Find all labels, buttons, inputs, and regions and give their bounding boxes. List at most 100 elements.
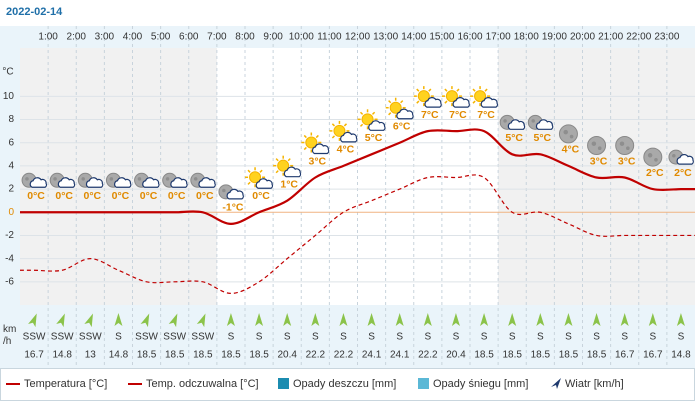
weather-icon — [587, 136, 607, 155]
weather-icon — [385, 97, 414, 120]
y-tick-label: 6 — [8, 137, 14, 148]
y-tick-label: 0 — [8, 207, 14, 218]
wind-direction: S — [368, 332, 375, 343]
wind-direction: SSW — [51, 332, 74, 343]
hour-label: 12:00 — [345, 32, 370, 43]
wind-speed: 18.5 — [137, 350, 157, 361]
weather-icon — [357, 109, 386, 131]
legend-box — [0, 368, 695, 401]
temp-label: 0°C — [196, 190, 214, 202]
cloud — [85, 177, 104, 188]
moon-spot — [137, 177, 142, 181]
cloud — [311, 143, 330, 155]
hour-label: 2:00 — [67, 32, 87, 43]
wind-direction: S — [565, 332, 572, 343]
wind-arrow — [564, 313, 573, 326]
sun-ray — [331, 123, 336, 127]
sun-ray — [400, 100, 404, 104]
temp-label: 0°C — [84, 190, 102, 202]
wind-direction: SSW — [163, 332, 186, 343]
sun — [305, 136, 318, 149]
hour-label: 18:00 — [514, 32, 539, 43]
hour-label: 3:00 — [95, 32, 115, 43]
wind-speed: 22.2 — [418, 350, 438, 361]
hour-label: 14:00 — [401, 32, 426, 43]
temp-label: 2°C — [646, 167, 664, 179]
moon-spot — [619, 141, 625, 146]
y-unit: °C — [2, 67, 13, 78]
cloud — [226, 188, 244, 200]
weather-icon — [470, 86, 499, 108]
legend-swatch — [418, 378, 429, 389]
weather-icon — [643, 147, 663, 167]
cloud — [57, 177, 76, 188]
weather-icon — [558, 124, 578, 144]
wind-arrow — [283, 313, 292, 326]
temp-label: 0°C — [140, 190, 158, 202]
wind-speed: 22.2 — [306, 350, 326, 361]
sun-ray — [275, 158, 279, 162]
wind-direction: S — [678, 332, 685, 343]
sun-ray — [484, 88, 488, 92]
hour-label: 13:00 — [373, 32, 398, 43]
wind-direction: S — [424, 332, 431, 343]
temp-label: 0°C — [112, 190, 130, 202]
cloud — [676, 154, 694, 165]
weather-icon — [499, 114, 526, 130]
sun-ray — [259, 169, 263, 173]
wind-direction: SSW — [191, 332, 214, 343]
hour-label: 19:00 — [542, 32, 567, 43]
weather-icon — [49, 172, 76, 188]
weather-icon — [105, 172, 132, 188]
wind-arrow — [508, 313, 517, 326]
legend-swatch — [278, 378, 289, 389]
wind-speed: 18.5 — [221, 350, 241, 361]
moon-spot — [647, 153, 653, 158]
temp-label: 0°C — [27, 190, 45, 202]
wind-direction: S — [256, 332, 263, 343]
wind-arrow — [451, 313, 460, 326]
y-tick-label: 8 — [8, 114, 14, 125]
weather-icon — [245, 167, 274, 189]
sun — [474, 90, 487, 103]
cloud — [340, 131, 358, 143]
y-tick-label: -4 — [5, 253, 14, 264]
legend-arrow — [551, 378, 561, 389]
moon-spot — [569, 134, 574, 139]
sun-ray — [371, 111, 376, 115]
sun-ray — [416, 88, 420, 92]
series-line — [20, 128, 695, 225]
cloud — [255, 178, 274, 189]
sun-ray — [472, 88, 476, 92]
moon-spot — [672, 153, 676, 158]
temp-label: 1°C — [280, 178, 298, 190]
wind-arrow — [114, 313, 123, 326]
wind-direction: S — [312, 332, 319, 343]
sun-ray — [359, 111, 364, 115]
series-line — [19, 174, 695, 295]
wind-direction: S — [340, 332, 347, 343]
temp-label: 7°C — [477, 109, 495, 121]
wind-arrow — [226, 313, 235, 326]
wind-arrow — [620, 313, 629, 326]
sun-ray — [472, 100, 476, 104]
hour-label: 22:00 — [626, 32, 651, 43]
hour-label: 6:00 — [179, 32, 199, 43]
cloud — [170, 177, 188, 188]
wind-speed: 18.5 — [249, 350, 269, 361]
wind-arrow — [140, 313, 150, 328]
wind-arrow — [676, 313, 685, 326]
wind-speed: 14.8 — [109, 350, 129, 361]
sun — [361, 113, 374, 126]
weather-icon — [190, 172, 216, 188]
sun-ray — [331, 135, 336, 139]
sun — [445, 90, 458, 103]
moon-spot — [193, 177, 198, 181]
hour-label: 5:00 — [151, 32, 171, 43]
wind-arrow — [480, 313, 489, 326]
sun — [277, 159, 290, 172]
sun-ray — [303, 134, 307, 139]
wind-speed: 18.5 — [474, 350, 494, 361]
temp-label: 2°C — [674, 167, 692, 179]
hour-label: 11:00 — [317, 32, 342, 43]
